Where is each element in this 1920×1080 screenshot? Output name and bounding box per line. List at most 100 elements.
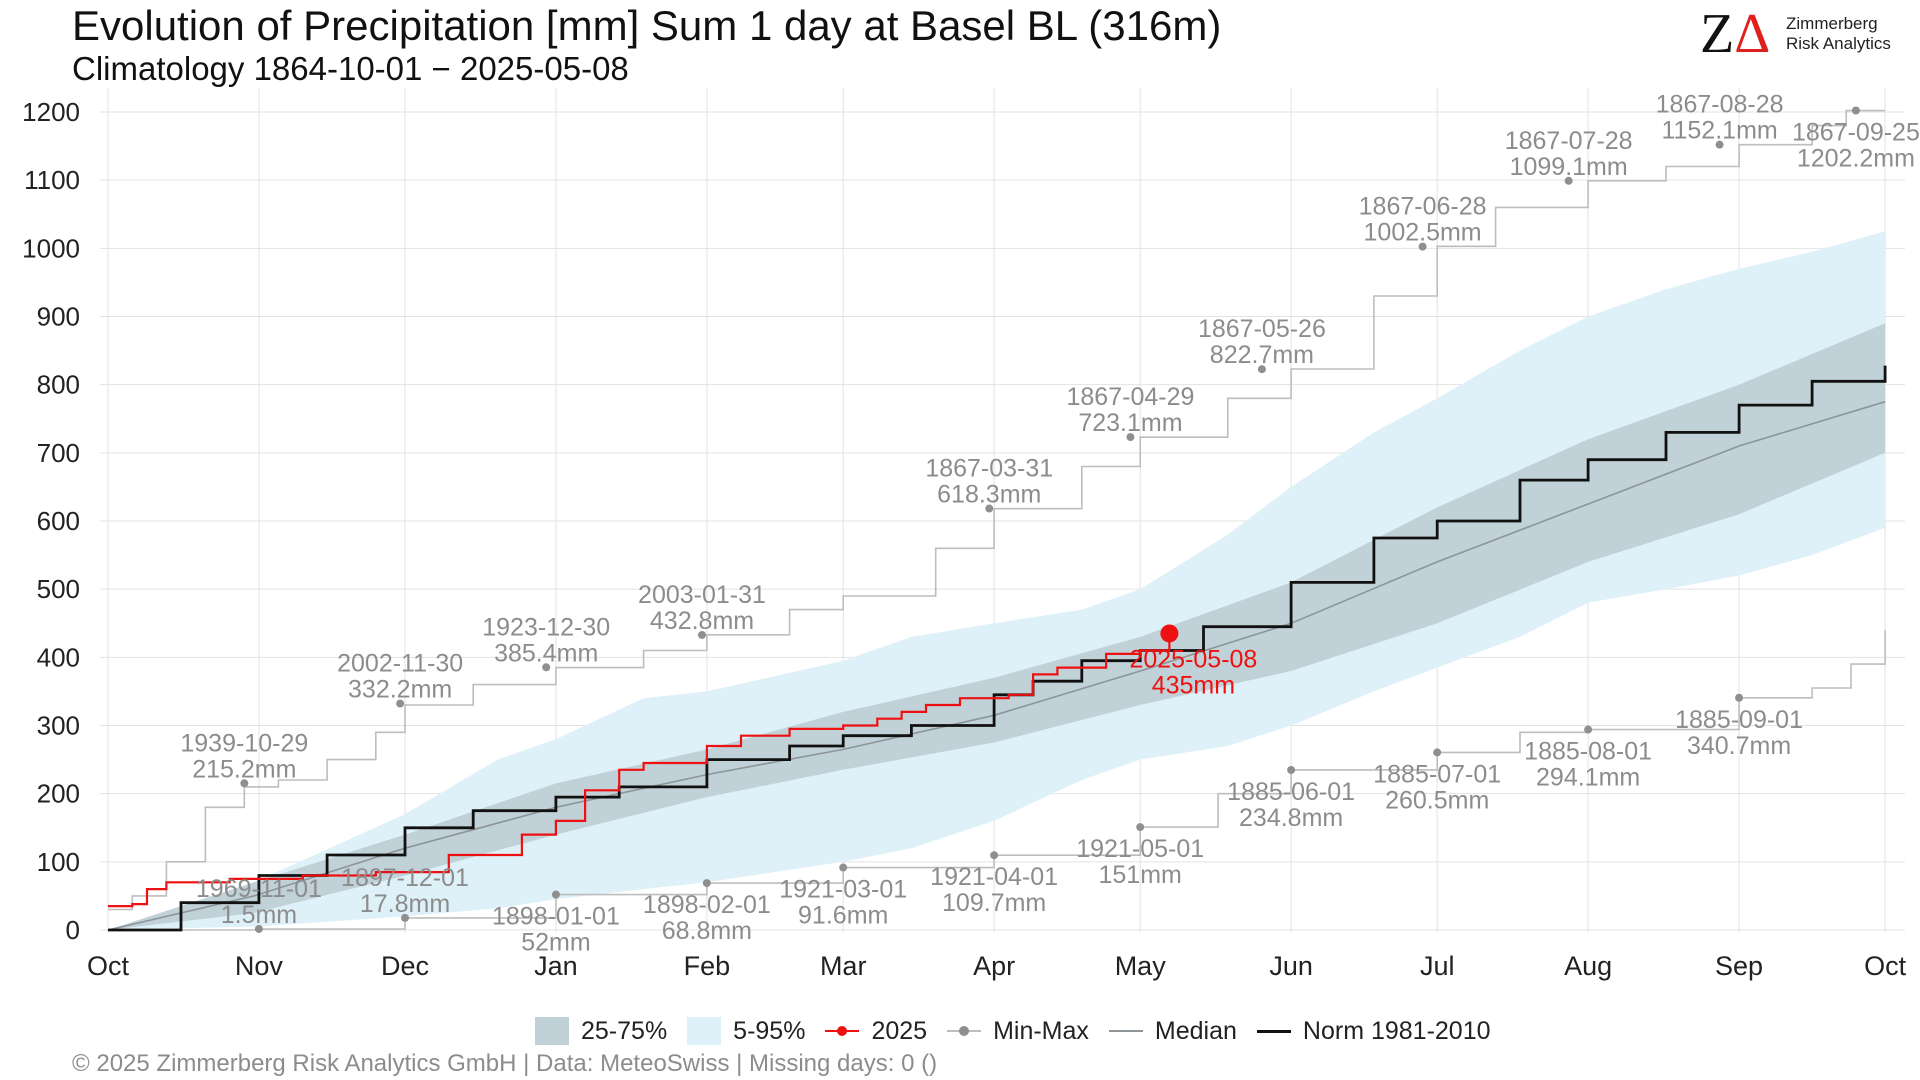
logo-letter: Z bbox=[1700, 3, 1735, 65]
max-marker bbox=[542, 663, 551, 672]
legend-label: 25-75% bbox=[581, 1016, 668, 1045]
min-date-label: 1921-05-01 bbox=[1076, 835, 1204, 863]
precipitation-chart: 0 100 200 300 400 500 600 700 800 900 1000 1100 1200… bbox=[22, 88, 1920, 981]
x-tick-label: Feb bbox=[684, 951, 731, 981]
x-tick-label: Sep bbox=[1715, 951, 1763, 981]
current-year-line bbox=[108, 633, 1171, 908]
max-marker bbox=[1851, 106, 1860, 115]
legend-item-norm: Norm 1981-2010 bbox=[1256, 1016, 1491, 1046]
legend-key-line bbox=[1108, 1030, 1143, 1032]
legend-key-dot bbox=[959, 1026, 970, 1036]
y-tick-label: 900 bbox=[37, 302, 80, 332]
legend-item-band1: 25-75% bbox=[535, 1017, 667, 1046]
x-tick-label: Jul bbox=[1420, 951, 1455, 981]
x-tick-label: Jun bbox=[1269, 951, 1313, 981]
max-date-label: 1939-10-29 bbox=[180, 729, 308, 757]
max-date-label: 1867-03-31 bbox=[925, 455, 1053, 483]
x-tick-label: Apr bbox=[973, 951, 1015, 981]
x-tick-label: Oct bbox=[1864, 951, 1907, 981]
max-value-label: 723.1mm bbox=[1078, 409, 1182, 437]
legend-key-current bbox=[825, 1017, 860, 1045]
max-marker bbox=[240, 779, 249, 788]
legend-label: Norm 1981-2010 bbox=[1302, 1016, 1491, 1045]
company-logo: ZΔ Zimmerberg Risk Analytics bbox=[1700, 6, 1910, 62]
y-tick-label: 200 bbox=[37, 779, 80, 809]
x-tick-label: Aug bbox=[1564, 951, 1612, 981]
min-marker bbox=[839, 863, 848, 872]
min-marker bbox=[702, 879, 711, 888]
y-tick-label: 1200 bbox=[22, 97, 80, 127]
legend-label: 5-95% bbox=[733, 1016, 806, 1045]
y-tick-label: 600 bbox=[37, 506, 80, 536]
min-value-label: 17.8mm bbox=[360, 890, 450, 918]
min-value-label: 91.6mm bbox=[798, 902, 888, 930]
y-tick-label: 0 bbox=[66, 915, 80, 945]
min-value-label: 52mm bbox=[521, 929, 590, 957]
legend-item-minmax: Min-Max bbox=[947, 1017, 1089, 1046]
legend-key-dot bbox=[837, 1026, 848, 1036]
x-tick-label: May bbox=[1115, 951, 1167, 981]
legend-item-band2: 5-95% bbox=[687, 1017, 805, 1046]
x-tick-label: Nov bbox=[235, 951, 284, 981]
min-marker bbox=[401, 913, 409, 922]
max-value-label: 822.7mm bbox=[1210, 341, 1314, 369]
min-value-label: 1.5mm bbox=[221, 901, 297, 929]
max-value-label: 1152.1mm bbox=[1661, 117, 1777, 145]
y-tick-label: 700 bbox=[37, 438, 80, 468]
y-tick-label: 100 bbox=[37, 847, 80, 877]
min-marker bbox=[254, 924, 263, 933]
logo-delta-icon: Δ bbox=[1734, 3, 1771, 65]
chart-subtitle: Climatology 1864-10-01 − 2025-05-08 bbox=[72, 50, 629, 87]
min-marker bbox=[1584, 725, 1593, 734]
legend-item-median: Median bbox=[1108, 1016, 1237, 1046]
min-date-label: 1885-06-01 bbox=[1227, 778, 1355, 806]
min-date-label: 1898-02-01 bbox=[643, 891, 771, 919]
max-date-label: 2003-01-31 bbox=[638, 581, 766, 609]
max-marker bbox=[396, 699, 405, 708]
min-date-label: 1969-11-01 bbox=[196, 875, 322, 903]
min-date-label: 1921-03-01 bbox=[779, 876, 907, 904]
y-tick-label: 1100 bbox=[24, 165, 80, 195]
max-date-label: 1867-07-28 bbox=[1505, 127, 1633, 155]
max-marker bbox=[1418, 242, 1427, 251]
logo-mark: ZΔ bbox=[1700, 6, 1770, 62]
max-value-label: 332.2mm bbox=[348, 676, 452, 704]
min-date-label: 1921-04-01 bbox=[930, 863, 1058, 891]
min-marker bbox=[990, 851, 999, 860]
min-value-label: 68.8mm bbox=[662, 917, 752, 945]
footer-credits: © 2025 Zimmerberg Risk Analytics GmbH | … bbox=[72, 1050, 938, 1077]
chart-title: Evolution of Precipitation [mm] Sum 1 da… bbox=[72, 2, 1222, 49]
max-line bbox=[108, 109, 1886, 911]
min-value-label: 234.8mm bbox=[1239, 804, 1343, 832]
legend-label: Median bbox=[1154, 1016, 1237, 1045]
min-value-label: 294.1mm bbox=[1536, 764, 1640, 792]
min-marker bbox=[1433, 748, 1442, 757]
min-marker bbox=[551, 890, 560, 899]
y-tick-label: 400 bbox=[37, 642, 80, 672]
min-value-label: 340.7mm bbox=[1687, 732, 1791, 760]
x-tick-label: Oct bbox=[87, 951, 130, 981]
x-tick-label: Mar bbox=[820, 951, 867, 981]
current-date-label: 2025-05-08 bbox=[1129, 645, 1257, 673]
legend-key-norm bbox=[1256, 1017, 1291, 1045]
min-line bbox=[108, 630, 1886, 931]
max-marker bbox=[985, 504, 994, 513]
x-tick-label: Jan bbox=[534, 951, 578, 981]
min-date-label: 1897-12-01 bbox=[341, 864, 469, 892]
max-date-label: 1867-04-29 bbox=[1067, 383, 1195, 411]
logo-line-1: Zimmerberg bbox=[1786, 14, 1878, 33]
max-value-label: 1202.2mm bbox=[1797, 145, 1915, 173]
current-value-label: 435mm bbox=[1152, 671, 1235, 699]
logo-text: Zimmerberg Risk Analytics bbox=[1786, 14, 1891, 54]
max-value-label: 1099.1mm bbox=[1510, 153, 1628, 181]
y-tick-label: 500 bbox=[37, 574, 80, 604]
legend-key-median bbox=[1108, 1017, 1143, 1045]
legend-label: Min-Max bbox=[993, 1016, 1089, 1045]
y-tick-label: 300 bbox=[37, 711, 80, 741]
min-date-label: 1885-07-01 bbox=[1373, 760, 1501, 788]
y-tick-label: 1000 bbox=[22, 233, 80, 263]
min-value-label: 151mm bbox=[1099, 861, 1182, 889]
chart-legend: 25-75% 5-95% 2025 Min-Max Median Norm 1981-20… bbox=[535, 1015, 1511, 1047]
max-value-label: 215.2mm bbox=[192, 755, 296, 783]
min-value-label: 109.7mm bbox=[942, 889, 1046, 917]
